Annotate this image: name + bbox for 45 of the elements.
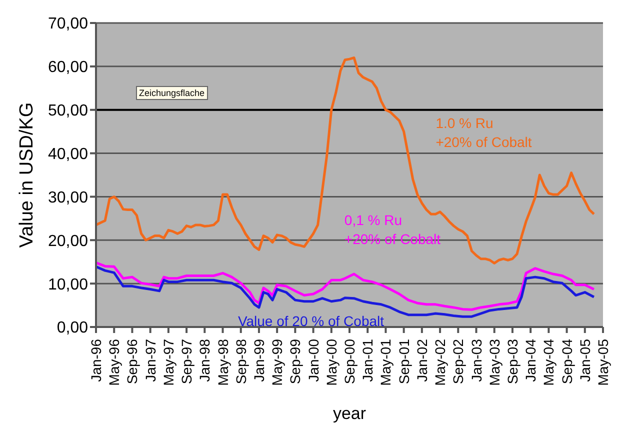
y-tick-label: 20,00 [48, 232, 88, 250]
x-tick-label: Sep-99 [287, 338, 304, 384]
x-tick-label: May-01 [378, 338, 394, 386]
x-tick-label: Jan-96 [88, 338, 104, 382]
x-tick-label: May-00 [323, 338, 340, 386]
y-tick-label: 0,00 [56, 320, 88, 337]
x-tick-label: Jan-00 [305, 338, 322, 382]
x-axis-title: year [332, 404, 366, 424]
x-tick-label: Sep-02 [450, 338, 466, 384]
series-label: Value of 20 % of Cobalt [238, 312, 384, 332]
x-tick-label: Sep-97 [178, 338, 195, 384]
x-tick-label: Jan-98 [196, 338, 213, 382]
y-tick-label: 50,00 [48, 102, 88, 120]
y-tick-label: 70,00 [48, 16, 88, 33]
line-series [96, 261, 596, 311]
y-axis-title: Value in USD/KG [16, 102, 38, 248]
x-tick-label: May-97 [160, 338, 176, 386]
x-tick-label: Jan-05 [576, 338, 593, 382]
x-tick-label: Sep-01 [396, 338, 412, 384]
x-tick-label: Sep-00 [342, 338, 358, 384]
x-tick-label: May-04 [540, 338, 557, 386]
x-tick-label: May-99 [269, 338, 286, 386]
y-tick-label: 10,00 [48, 276, 88, 294]
series-label: 1.0 % Ru +20% of Cobalt [436, 114, 532, 152]
x-tick-label: Sep-04 [558, 338, 575, 384]
x-tick-label: Jan-99 [250, 338, 267, 382]
y-tick-label: 30,00 [48, 189, 88, 206]
x-tick-label: May-96 [106, 338, 122, 386]
x-tick-label: Jan-01 [360, 338, 376, 382]
x-tick-label: May-05 [595, 338, 611, 386]
x-tick-label: May-02 [432, 338, 448, 386]
x-tick-label: May-03 [486, 338, 502, 386]
x-tick-label: Sep-98 [232, 338, 249, 384]
annotation: Zeichungsflache [136, 86, 208, 100]
x-tick-label: Jan-03 [468, 338, 484, 382]
x-tick-label: Jan-02 [414, 338, 430, 382]
x-tick-label: Sep-96 [124, 338, 140, 384]
y-tick-label: 40,00 [48, 146, 88, 163]
x-tick-label: Jan-97 [142, 338, 158, 382]
x-tick-label: Sep-03 [504, 338, 520, 384]
x-tick-label: May-98 [214, 338, 231, 386]
line-series [96, 56, 596, 264]
text: 0,1 % Ru +20% of Cobalt [344, 211, 441, 250]
y-tick-label: 60,00 [48, 59, 88, 76]
x-tick-label: Jan-04 [522, 338, 539, 382]
